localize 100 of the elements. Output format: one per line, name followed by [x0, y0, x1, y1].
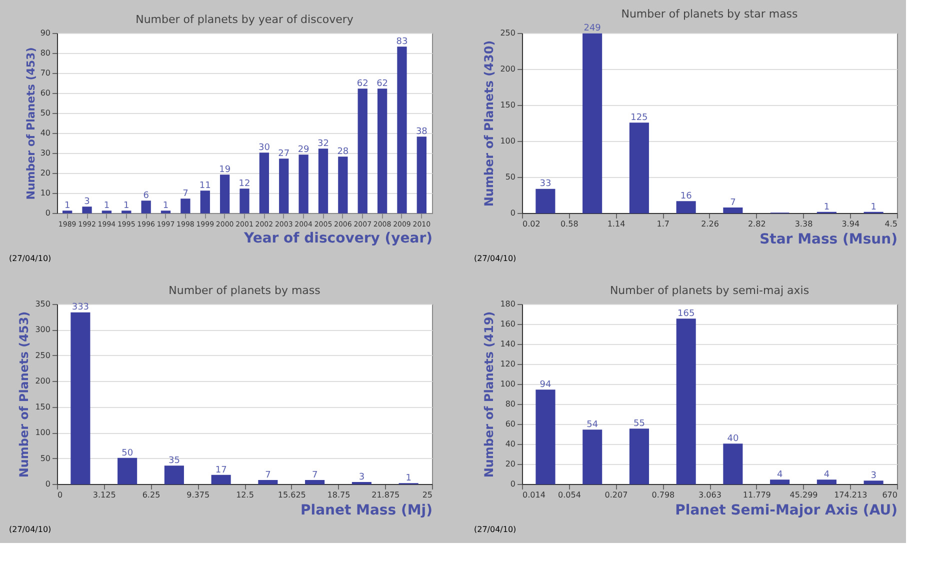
- bar: [397, 46, 407, 214]
- y-axis-title: Number of Planets (430): [482, 40, 496, 207]
- data-label: 29: [298, 145, 310, 155]
- data-label: 125: [630, 113, 648, 123]
- x-axis-title: Star Mass (Msun): [760, 232, 898, 248]
- y-axis-title: Number of Planets (453): [24, 47, 38, 200]
- y-tick-label: 150: [500, 100, 516, 110]
- chart-title: Number of planets by year of discovery: [136, 13, 354, 26]
- data-label: 54: [586, 420, 598, 430]
- text: (27/04/10): [9, 254, 52, 263]
- x-tick-label: 15.625: [278, 490, 306, 500]
- bar: [318, 148, 328, 214]
- data-label: 249: [584, 24, 602, 34]
- y-tick-label: 30: [40, 148, 50, 158]
- bar: [180, 198, 190, 214]
- y-tick-label: 40: [505, 440, 516, 448]
- bar: [220, 174, 230, 214]
- data-label: 3: [870, 471, 876, 481]
- data-label: 11: [199, 181, 211, 191]
- bar: [240, 188, 250, 214]
- y-tick-label: 40: [40, 128, 50, 138]
- data-label: 83: [396, 37, 408, 47]
- y-tick-label: 90: [40, 28, 50, 38]
- x-tick-label: 174.213: [834, 490, 868, 500]
- bar: [160, 210, 171, 214]
- data-label: 4: [824, 470, 830, 480]
- x-tick-label: 21.875: [372, 490, 400, 500]
- x-axis-title: Planet Semi-Major Axis (AU): [675, 502, 898, 518]
- bar: [298, 154, 308, 214]
- y-tick-label: 80: [40, 48, 50, 58]
- chart-title: Number of planets by semi-maj axis: [610, 284, 810, 297]
- data-label: 62: [356, 79, 368, 89]
- data-label: 17: [215, 465, 227, 476]
- bar: [259, 152, 270, 214]
- data-label: 165: [678, 309, 695, 319]
- x-tick-label: 0.02: [522, 220, 540, 228]
- x-tick-label: 2.82: [748, 220, 766, 228]
- data-label: 1: [406, 473, 412, 484]
- y-axis-title: Number of Planets (419): [482, 311, 496, 478]
- y-tick-label: 350: [35, 300, 50, 308]
- y-tick-label: 180: [500, 300, 516, 308]
- x-tick-label: 25: [422, 490, 432, 500]
- y-tick-label: 50: [40, 454, 50, 463]
- data-label: 62: [376, 79, 388, 89]
- y-tick-label: 50: [505, 172, 516, 182]
- data-label: 30: [258, 143, 270, 153]
- x-tick-label: 3.063: [698, 490, 722, 500]
- data-label: 7: [182, 189, 188, 199]
- x-tick-label: 4.5: [884, 220, 898, 228]
- text: (27/04/10): [9, 525, 52, 534]
- bar: [200, 190, 210, 214]
- y-tick-label: 20: [505, 460, 516, 468]
- y-tick-label: 70: [40, 68, 50, 78]
- y-tick-label: 10: [40, 188, 50, 198]
- chart-title: Number of planets by star mass: [621, 8, 798, 21]
- bar: [62, 210, 72, 214]
- y-tick-label: 60: [40, 88, 50, 98]
- x-axis-title: Year of discovery (year): [242, 230, 432, 246]
- chart-title: Number of planets by mass: [168, 284, 321, 297]
- y-tick-label: 0: [510, 208, 516, 218]
- data-label: 94: [540, 380, 552, 390]
- x-tick-label: 1.7: [656, 220, 670, 228]
- data-label: 27: [278, 149, 290, 159]
- y-tick-label: 0: [510, 480, 516, 488]
- y-tick-label: 250: [500, 28, 516, 38]
- data-label: 1: [824, 202, 830, 212]
- data-label: 1: [64, 201, 70, 211]
- data-label: 1: [104, 201, 110, 211]
- bar: [82, 206, 92, 214]
- x-tick-label: 11.779: [742, 490, 771, 500]
- y-tick-label: 200: [500, 64, 516, 74]
- x-tick-label: 0.207: [604, 490, 628, 500]
- bar: [141, 200, 151, 214]
- data-label: 4: [776, 470, 783, 480]
- x-tick-label: 0.58: [560, 220, 578, 228]
- data-label: 333: [72, 302, 90, 313]
- data-label: 12: [238, 179, 250, 189]
- data-label: 40: [727, 434, 739, 444]
- data-label: 38: [416, 127, 428, 137]
- data-label: 6: [143, 191, 150, 201]
- data-label: 16: [680, 191, 692, 202]
- y-tick-label: 100: [35, 428, 50, 438]
- data-label: 3: [84, 197, 90, 207]
- x-tick-label: 3.125: [92, 490, 116, 500]
- x-tick-label: 670: [882, 490, 898, 500]
- data-label: 55: [633, 419, 645, 429]
- x-tick-label: 3.94: [842, 220, 860, 228]
- data-label: 7: [265, 470, 271, 480]
- text: (27/04/10): [474, 525, 516, 534]
- y-tick-label: 100: [500, 380, 516, 388]
- x-tick-label: 3.38: [794, 220, 813, 228]
- y-tick-label: 20: [40, 168, 50, 178]
- data-label: 1: [162, 201, 169, 211]
- data-label: 35: [168, 456, 180, 466]
- x-axis-title: Planet Mass (Mj): [300, 502, 432, 518]
- bar: [377, 88, 388, 214]
- y-tick-label: 160: [500, 320, 516, 328]
- y-tick-label: 300: [35, 325, 50, 334]
- data-label: 1: [124, 201, 130, 211]
- x-tick-label: 9.375: [186, 490, 210, 500]
